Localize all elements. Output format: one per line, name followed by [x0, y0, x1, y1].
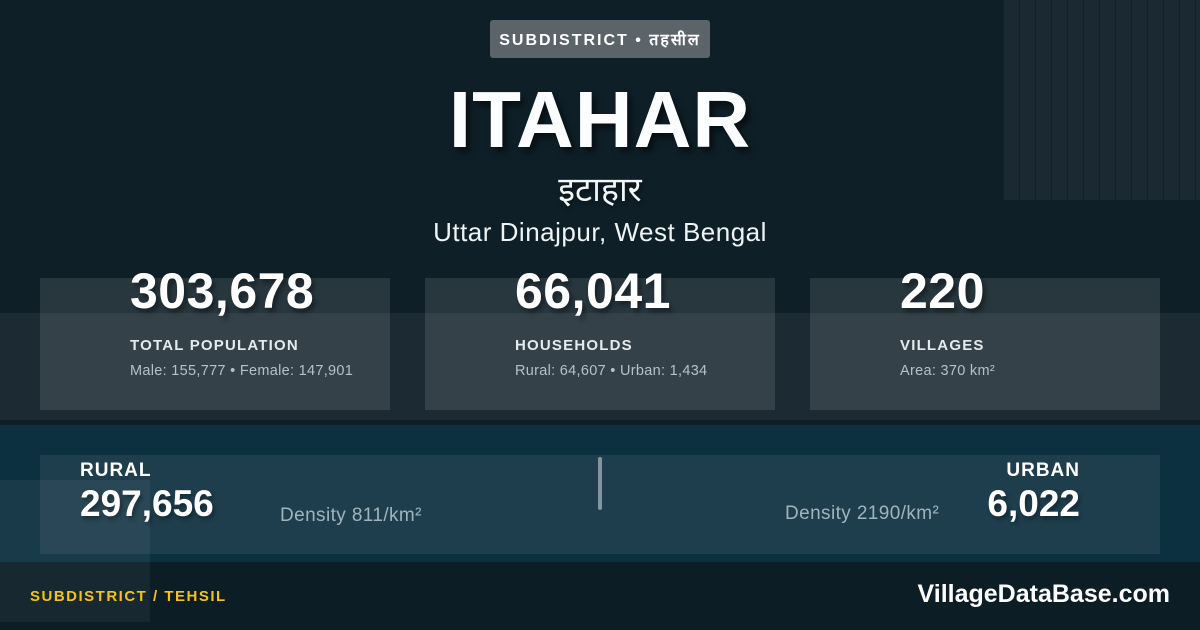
stat-detail: Area: 370 km² — [900, 363, 995, 379]
footer: SUBDISTRICT / TEHSIL VillageDataBase.com — [0, 562, 1200, 630]
footer-background — [0, 562, 1200, 630]
stat-detail: Rural: 64,607 • Urban: 1,434 — [515, 363, 708, 379]
rural-urban-divider — [598, 457, 602, 510]
stat-value: 66,041 — [515, 263, 671, 319]
rural-label: RURAL — [80, 460, 152, 481]
stats-band — [0, 313, 1200, 420]
footer-type-label: SUBDISTRICT / TEHSIL — [30, 588, 227, 605]
rural-urban-content: RURAL 297,656 Density 811/km² Density 21… — [0, 425, 1200, 562]
grid-pattern-decor — [1003, 0, 1200, 200]
page-title: ITAHAR — [448, 75, 752, 164]
urban-population-value: 6,022 — [987, 483, 1080, 524]
location-subtitle: Uttar Dinajpur, West Bengal — [433, 217, 767, 247]
stat-label: VILLAGES — [900, 337, 985, 354]
stat-label: TOTAL POPULATION — [130, 337, 299, 354]
type-badge-label: SUBDISTRICT • तहसील — [499, 32, 701, 49]
stat-label: HOUSEHOLDS — [515, 337, 633, 354]
rural-density: Density 811/km² — [280, 505, 422, 526]
stat-value: 220 — [900, 263, 985, 319]
bottom-left-decor — [0, 480, 150, 622]
stat-detail: Male: 155,777 • Female: 147,901 — [130, 363, 354, 379]
rural-population-value: 297,656 — [80, 483, 214, 524]
urban-density: Density 2190/km² — [785, 503, 940, 524]
rural-urban-section — [0, 425, 1200, 562]
stat-card-households: 66,041 HOUSEHOLDS Rural: 64,607 • Urban:… — [425, 266, 775, 410]
rural-urban-panel — [40, 455, 1160, 554]
stat-value: 303,678 — [130, 263, 315, 319]
urban-label: URBAN — [1006, 460, 1080, 481]
stat-card-total-population: 303,678 TOTAL POPULATION Male: 155,777 •… — [40, 266, 390, 410]
site-wordmark: VillageDataBase.com — [917, 580, 1170, 608]
type-badge: SUBDISTRICT • तहसील — [490, 20, 710, 58]
page-title-local: इटाहार — [558, 171, 642, 209]
stat-card-villages: 220 VILLAGES Area: 370 km² — [810, 266, 1160, 410]
